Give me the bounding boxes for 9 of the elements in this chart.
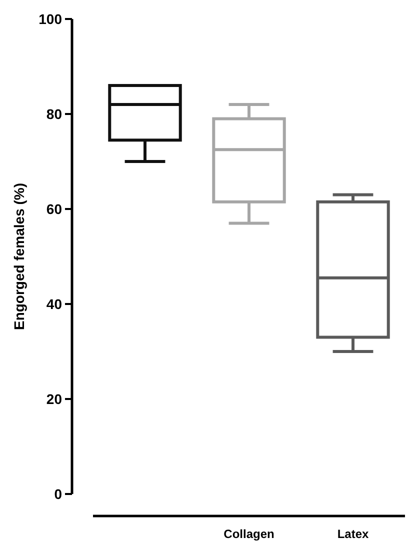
x-tick-label: Latex: [337, 527, 369, 541]
y-tick-label: 20: [46, 390, 62, 407]
y-tick-label: 100: [38, 10, 62, 27]
y-tick-label: 80: [46, 106, 62, 122]
y-tick-label: 60: [46, 200, 62, 217]
x-tick-label: Collagen: [224, 527, 274, 541]
y-tick-label: 0: [54, 486, 62, 502]
y-tick-label: 40: [46, 296, 62, 312]
y-axis-title: Engorged females (%): [11, 182, 27, 330]
